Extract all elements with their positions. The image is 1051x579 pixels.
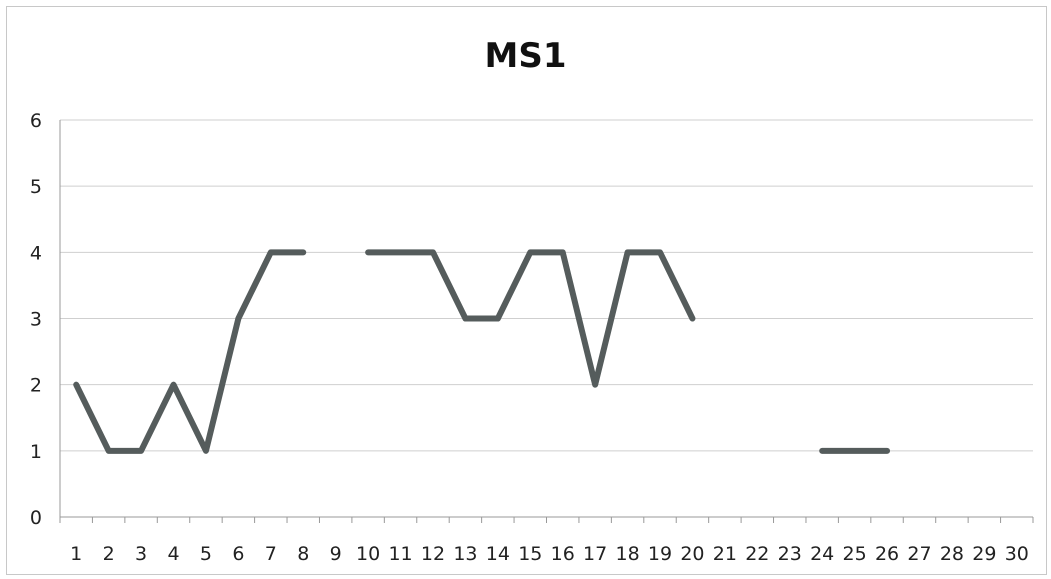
x-tick-label-15: 15 [518,543,542,565]
x-tick-label-17: 17 [583,543,607,565]
x-tick-label-26: 26 [875,543,899,565]
x-tick-label-13: 13 [453,543,477,565]
x-tick-label-19: 19 [648,543,672,565]
x-tick-label-22: 22 [745,543,769,565]
axes [59,120,1034,523]
y-tick-label-1: 1 [30,441,42,463]
y-tick-label-4: 4 [30,242,42,264]
x-tick-label-4: 4 [167,543,179,565]
x-tick-label-20: 20 [680,543,704,565]
x-tick-label-2: 2 [103,543,115,565]
x-tick-label-3: 3 [135,543,147,565]
x-tick-label-5: 5 [200,543,212,565]
x-tick-label-9: 9 [330,543,342,565]
x-tick-label-12: 12 [421,543,445,565]
x-tick-labels: 1 2 3 4 5 6 7 8 9 10 11 12 13 14 15 16 17 18 19 20 21 22 23 24 2… [70,543,1029,565]
series-lines [73,249,891,454]
x-tick-label-30: 30 [1005,543,1029,565]
x-tick-label-11: 11 [388,543,412,565]
y-tick-label-2: 2 [30,375,42,397]
y-tick-label-3: 3 [30,309,42,331]
y-tick-label-5: 5 [30,176,42,198]
x-tick-label-29: 29 [972,543,996,565]
x-tick-label-27: 27 [907,543,931,565]
x-tick-label-7: 7 [265,543,277,565]
x-tick-label-10: 10 [356,543,380,565]
x-tick-label-23: 23 [778,543,802,565]
x-tick-label-8: 8 [297,543,309,565]
x-tick-label-16: 16 [551,543,575,565]
series-line-segment-2 [365,249,696,388]
x-tick-label-25: 25 [843,543,867,565]
y-tick-labels: 0 1 2 3 4 5 6 [30,110,42,529]
series-line-segment-1 [73,249,307,454]
y-tick-label-6: 6 [30,110,42,132]
x-tick-label-18: 18 [615,543,639,565]
chart-frame [6,6,1047,575]
x-tick-label-21: 21 [713,543,737,565]
x-tick-label-6: 6 [232,543,244,565]
chart-title: MS1 [484,36,567,76]
y-tick-label-0: 0 [30,507,42,529]
x-tick-label-14: 14 [486,543,510,565]
x-tick-label-28: 28 [940,543,964,565]
x-tick-label-24: 24 [810,543,834,565]
x-tick-label-1: 1 [70,543,82,565]
gridlines [60,119,1033,452]
